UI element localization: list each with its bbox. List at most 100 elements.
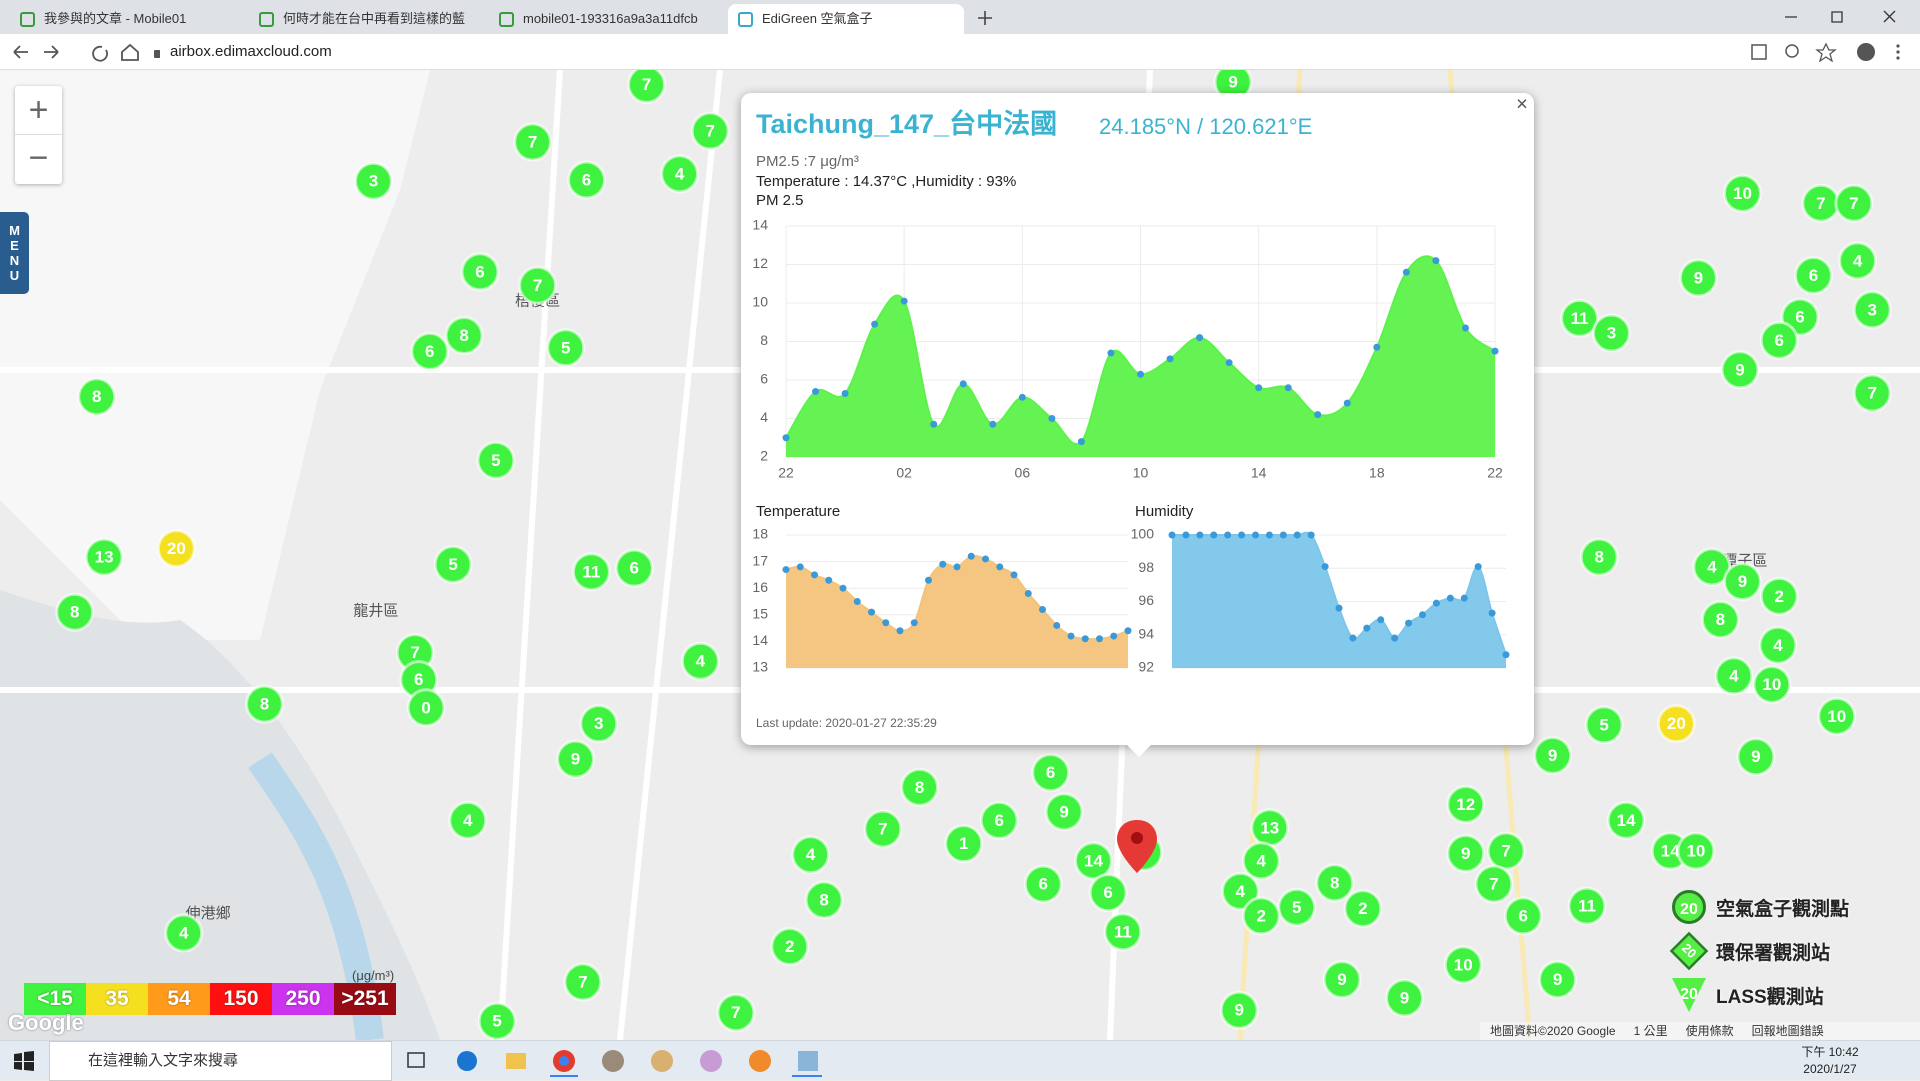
point [853,598,861,605]
marker [900,767,940,807]
search-box[interactable]: 在這裡輸入文字來搜尋 [49,1041,392,1081]
marker [979,800,1019,840]
point [1446,594,1454,602]
chart-title: Humidity [1135,503,1194,520]
marker [353,161,393,201]
marker [1838,241,1878,281]
marker [660,154,700,194]
station-row: 20 環保署觀測站 [1669,929,1920,973]
marker [1591,313,1631,353]
point [1137,370,1144,378]
marker-label: 8 [1716,610,1725,629]
marker [460,252,500,292]
point [1124,627,1132,635]
new-tab[interactable] [975,8,995,28]
marker [1736,737,1776,777]
marker-label: 6 [425,342,434,361]
tab[interactable]: 我參與的文章 - Mobile01 [10,4,245,34]
y-tick-label: 17 [752,552,768,568]
area [786,256,1495,457]
marker-label: 8 [459,326,468,345]
marker-label: 10 [1733,184,1752,203]
tab-bar: 我參與的文章 - Mobile01 何時才能在台中再看到這樣的藍 mobile0… [0,0,1920,34]
url[interactable]: airbox.edimaxcloud.com [170,43,332,60]
station-row: 20 空氣盒子觀測點 [1672,885,1920,929]
marker-label: 11 [1114,922,1132,941]
marker [1503,896,1543,936]
point [939,560,947,568]
marker [1446,784,1486,824]
marker-label: 6 [1795,308,1804,327]
tab[interactable]: mobile01-193316a9a3a11dfcb [489,4,725,34]
zoom-out[interactable]: − [28,139,49,177]
point [811,571,818,579]
marker-label: 12 [1456,795,1475,814]
marker [804,880,844,920]
taskbar-apps[interactable] [400,1045,840,1077]
close-button[interactable]: × [1516,93,1528,115]
marker-label: 8 [819,891,828,910]
y-tick-label: 2 [760,448,768,464]
marker [1700,600,1740,640]
marker [1656,704,1696,744]
marker [1579,537,1619,577]
marker [1584,705,1624,745]
marker-label: 5 [1599,715,1608,734]
marker [448,800,488,840]
marker-label: 7 [1849,194,1858,213]
point [1307,531,1315,539]
y-tick-label: 96 [1138,592,1154,608]
nav-buttons[interactable] [10,42,160,62]
popup-content: Taichung_147_台中法國 24.185°N / 120.621°E ×… [752,93,1528,730]
pm-reading: PM2.5 :7 μg/m³ [756,153,859,170]
marker-label: 14 [1661,842,1680,861]
legend-level: 150 [210,983,272,1015]
report[interactable]: 回報地圖錯誤 [1751,1024,1824,1038]
tab[interactable]: 何時才能在台中再看到這樣的藍 [249,4,485,34]
y-tick-label: 12 [752,255,768,271]
selected-pin[interactable] [1117,820,1157,873]
legend-level: 54 [148,983,210,1015]
chart-title: Temperature [756,503,840,520]
point [1265,531,1273,539]
marker-label: 5 [491,451,500,470]
marker-label: 9 [1735,360,1744,379]
marker [1384,978,1424,1018]
point [1405,619,1413,627]
menu-tab[interactable]: MENU [0,212,29,294]
zoom-in[interactable]: + [15,86,62,135]
marker-label: 9 [1553,970,1562,989]
search-placeholder: 在這裡輸入文字來搜尋 [88,1052,239,1069]
marker-label: 8 [70,603,79,622]
marker-label: 2 [1256,906,1265,925]
marker-label: 9 [1234,1001,1243,1020]
start-button[interactable] [14,1051,34,1071]
point [782,434,790,442]
marker-label: 6 [1809,266,1818,285]
point [1238,531,1246,539]
x-tick-label: 14 [1251,465,1267,481]
point [996,563,1004,571]
point [1039,605,1046,613]
legend-level: 35 [86,983,148,1015]
marker [77,377,117,417]
point [1210,531,1218,539]
terms[interactable]: 使用條款 [1685,1024,1734,1038]
marker [579,704,619,744]
marker [1219,990,1259,1030]
attribution: 地圖資料©2020 Google 1 公里 使用條款 回報地圖錯誤 [1480,1022,1920,1040]
toolbar-icons[interactable] [1750,42,1910,62]
marker [1474,864,1514,904]
tab-active[interactable]: EdiGreen 空氣盒子 [728,4,964,34]
point [1314,411,1322,419]
station-icon: 20 [1672,890,1706,924]
place-label: 伸港鄉 [186,905,231,922]
popup-pointer [1125,743,1153,757]
marker-label: 7 [1816,194,1825,213]
point [1321,563,1329,571]
marker [546,328,586,368]
marker [680,641,720,681]
clock[interactable]: 下午 10:42 2020/1/27 [1790,1044,1870,1078]
point [1255,384,1263,392]
marker-label: 6 [582,171,591,190]
